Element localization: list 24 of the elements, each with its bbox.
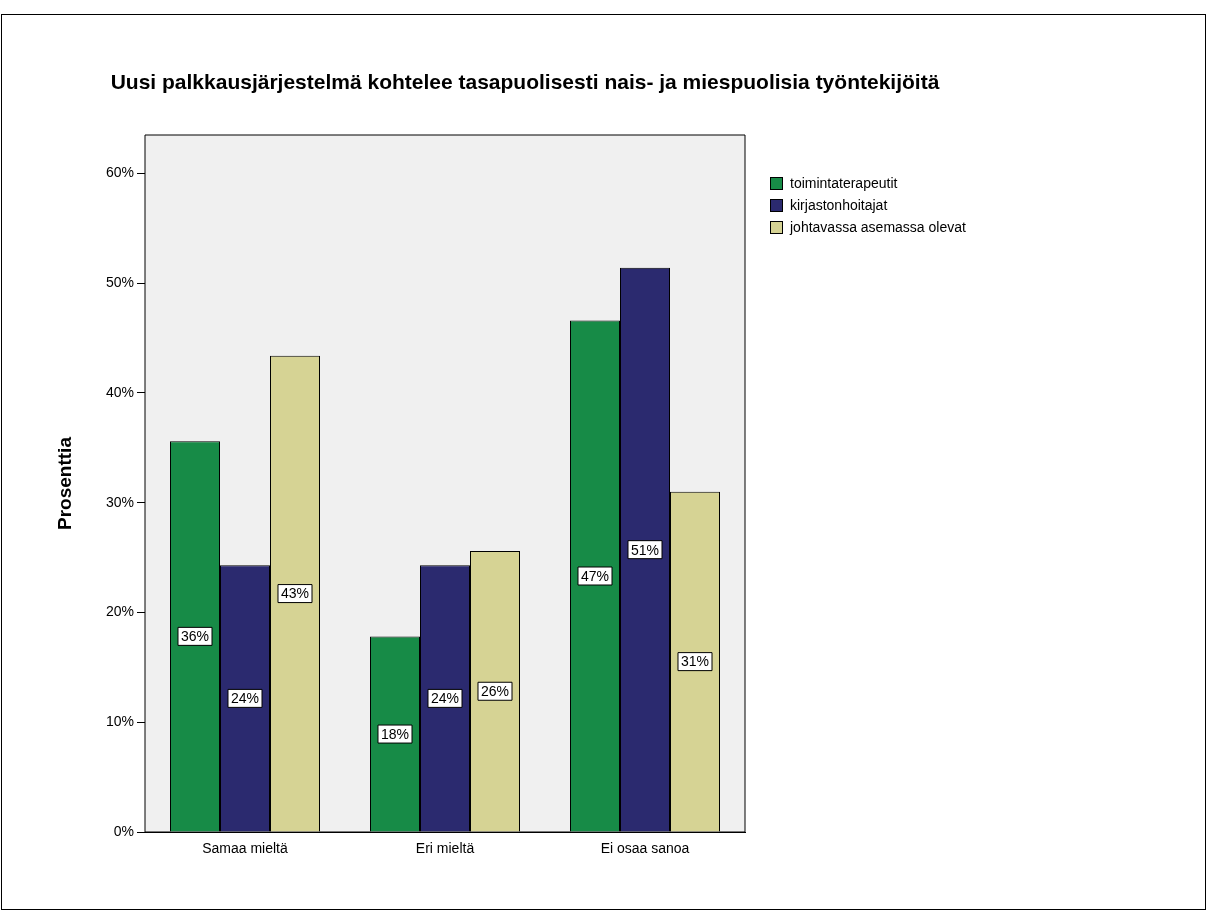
legend-label: toimintaterapeutit (790, 175, 898, 191)
y-tick-label: 30% (105, 493, 134, 510)
data-label: 47% (580, 567, 610, 584)
x-tick-label: Ei osaa sanoa (600, 840, 690, 857)
data-label: 18% (380, 725, 410, 742)
chart-title: Uusi palkkausjärjestelmä kohtelee tasapuolisesti nais- ja miespuolisia työntekijöitä (109, 70, 941, 94)
y-tick-label: 20% (105, 603, 134, 620)
legend-label: johtavassa asemassa olevat (790, 219, 966, 235)
x-tick-label: Eri mieltä (415, 840, 475, 857)
y-tick-label: 40% (105, 383, 134, 400)
data-label: 24% (430, 690, 460, 707)
data-label: 36% (180, 628, 210, 645)
y-tick-label: 0% (113, 822, 134, 839)
data-label: 24% (230, 690, 260, 707)
x-tick-label: Samaa mieltä (202, 840, 289, 857)
data-label: 31% (680, 653, 710, 670)
data-label: 51% (630, 541, 660, 558)
data-label: 43% (280, 585, 310, 602)
y-tick-label: 10% (105, 713, 134, 730)
y-axis-title: Prosenttia (53, 436, 75, 530)
data-label: 26% (480, 683, 510, 700)
y-tick-label: 60% (105, 164, 134, 181)
y-tick-label: 50% (105, 274, 134, 291)
legend-label: kirjastonhoitajat (790, 197, 888, 213)
